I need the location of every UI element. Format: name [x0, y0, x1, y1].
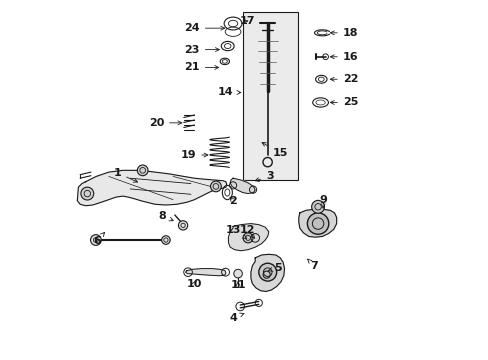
Text: 8: 8	[158, 211, 173, 221]
Circle shape	[81, 187, 94, 200]
Text: 13: 13	[225, 225, 246, 238]
Polygon shape	[228, 224, 268, 251]
Circle shape	[233, 269, 242, 278]
Text: 23: 23	[184, 45, 219, 55]
Text: 10: 10	[186, 279, 202, 289]
Text: 24: 24	[184, 23, 224, 33]
Circle shape	[210, 181, 221, 192]
Text: 7: 7	[307, 259, 318, 271]
Polygon shape	[298, 209, 336, 237]
Circle shape	[307, 213, 328, 234]
Text: 12: 12	[239, 225, 255, 238]
Bar	[242, 12, 298, 180]
Polygon shape	[230, 178, 255, 194]
Text: 16: 16	[330, 52, 358, 62]
Polygon shape	[185, 269, 225, 276]
Circle shape	[258, 263, 276, 281]
Text: 25: 25	[330, 98, 357, 108]
Text: 14: 14	[218, 87, 240, 98]
Text: 2: 2	[229, 197, 237, 206]
Circle shape	[243, 233, 253, 243]
Circle shape	[137, 165, 148, 176]
Polygon shape	[77, 170, 226, 206]
Text: 17: 17	[239, 16, 255, 26]
Circle shape	[90, 235, 101, 246]
Polygon shape	[250, 254, 284, 292]
Text: 6: 6	[93, 233, 104, 246]
Text: 9: 9	[319, 195, 326, 208]
Text: 22: 22	[330, 74, 358, 84]
Text: 3: 3	[255, 171, 273, 181]
Text: 19: 19	[180, 150, 207, 160]
Text: 11: 11	[230, 280, 245, 291]
Text: 15: 15	[262, 143, 288, 158]
Text: 20: 20	[148, 118, 182, 128]
Text: 5: 5	[268, 262, 281, 273]
Circle shape	[311, 201, 324, 213]
Text: 1: 1	[113, 168, 137, 182]
Text: 21: 21	[184, 63, 218, 72]
Circle shape	[162, 236, 170, 244]
Circle shape	[178, 221, 187, 230]
Text: 4: 4	[229, 312, 244, 323]
Text: 18: 18	[330, 28, 358, 38]
